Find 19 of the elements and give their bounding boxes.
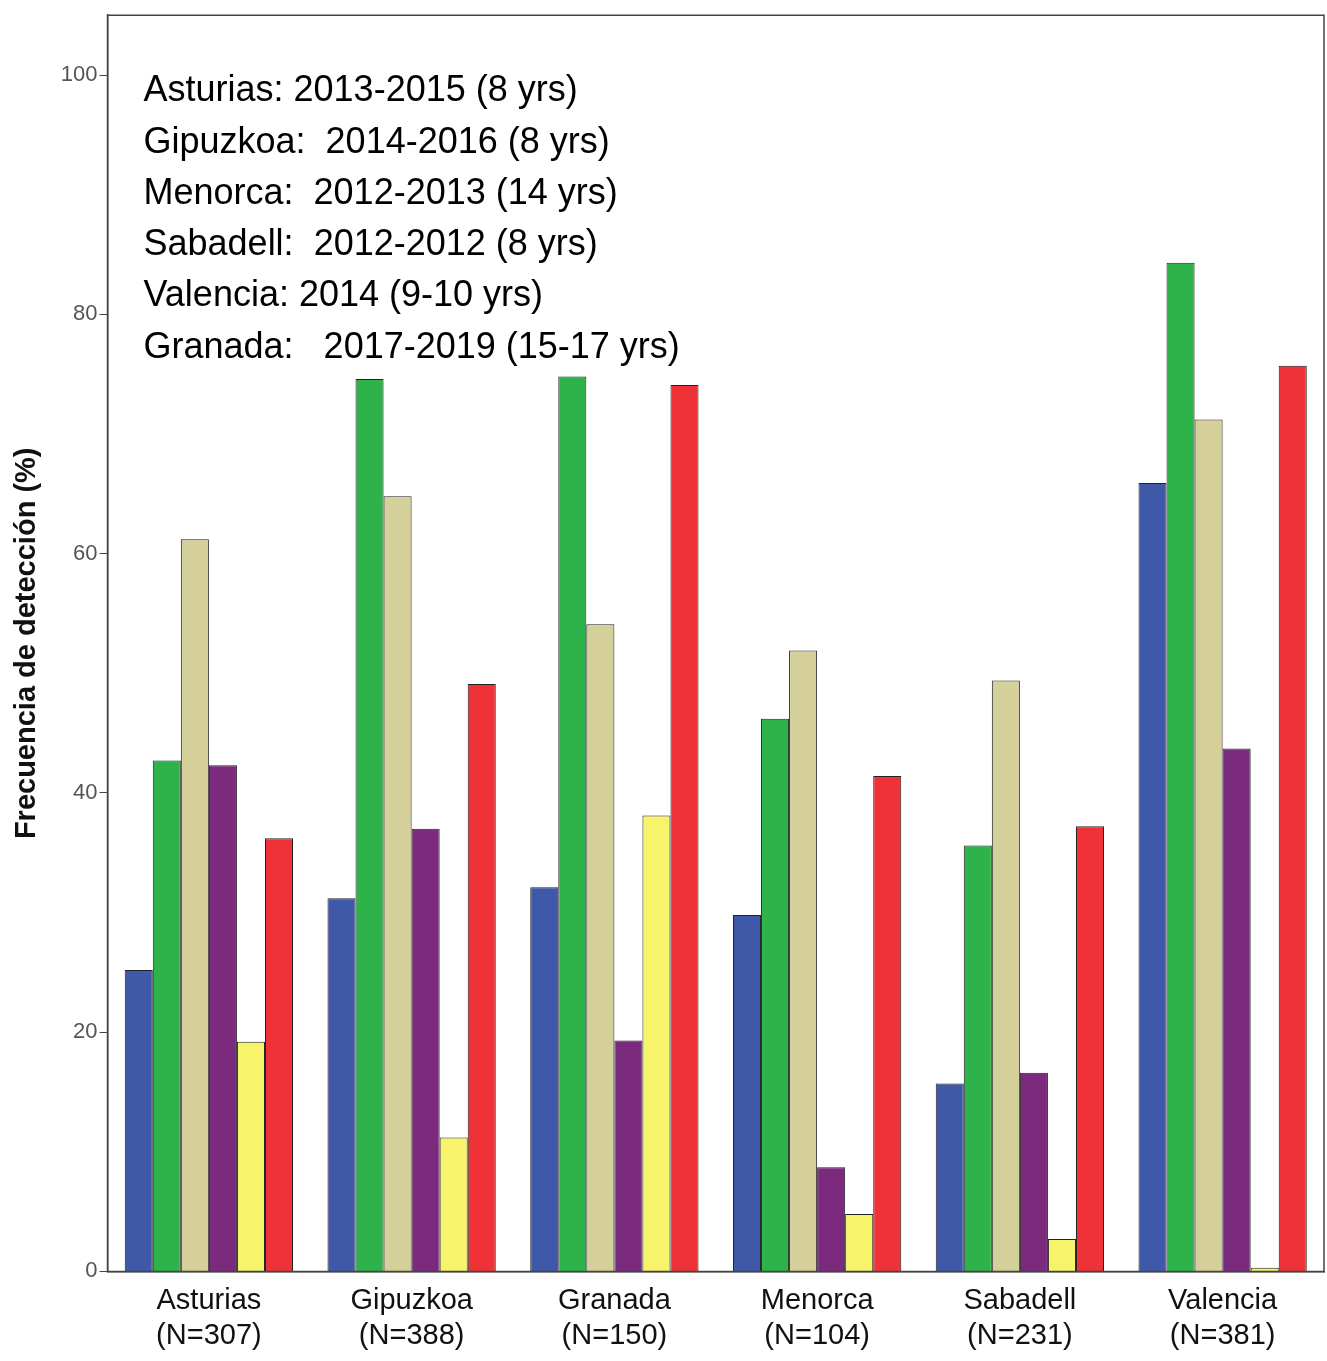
annotation: Granada: 2017-2019 (15-17 yrs) bbox=[143, 324, 680, 366]
x-tick-label: Valencia (N=381) bbox=[1168, 1282, 1279, 1350]
x-tick-label: Menorca (N=104) bbox=[760, 1282, 875, 1350]
x-tick-label: Sabadell (N=231) bbox=[963, 1282, 1077, 1350]
annotation: Valencia: 2014 (9-10 yrs) bbox=[143, 273, 544, 315]
y-tick-label: 40 bbox=[73, 778, 98, 804]
annotation: Gipuzkoa: 2014-2016 (8 yrs) bbox=[143, 119, 610, 161]
x-tick-label: Gipuzkoa (N=388) bbox=[350, 1282, 474, 1350]
y-tick-label: 0 bbox=[85, 1257, 98, 1283]
y-tick-label: 100 bbox=[60, 61, 98, 87]
annotation: Asturias: 2013-2015 (8 yrs) bbox=[143, 68, 578, 110]
annotation: Sabadell: 2012-2012 (8 yrs) bbox=[143, 222, 598, 264]
x-tick-label: Granada (N=150) bbox=[557, 1282, 672, 1350]
annotation: Menorca: 2012-2013 (14 yrs) bbox=[143, 170, 618, 212]
y-tick-label: 80 bbox=[73, 300, 98, 326]
y-axis-title: Frecuencia de detección (%) bbox=[9, 447, 42, 840]
y-tick-label: 20 bbox=[73, 1018, 98, 1044]
x-tick-label: Asturias (N=307) bbox=[156, 1282, 262, 1350]
y-tick-label: 60 bbox=[73, 539, 98, 565]
